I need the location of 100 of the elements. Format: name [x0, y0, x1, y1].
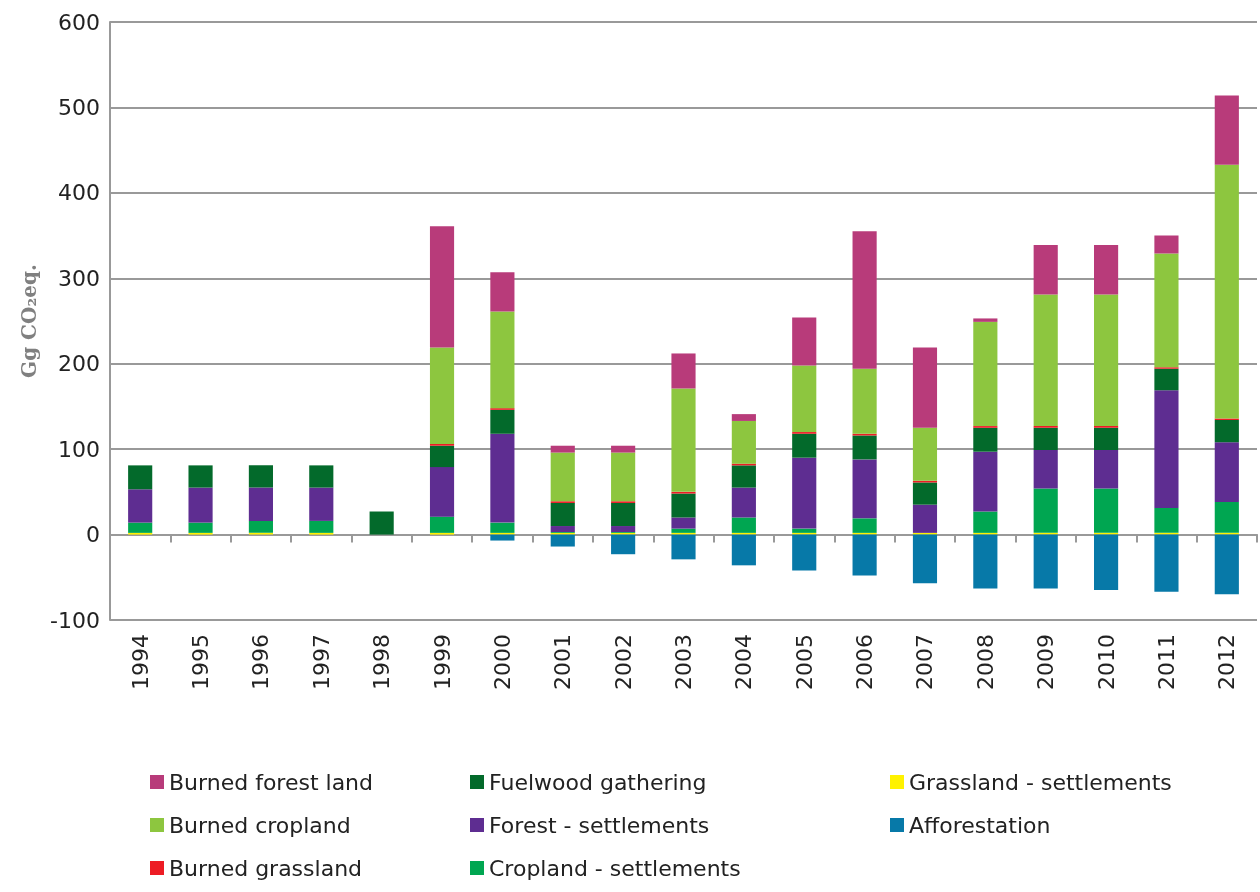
bar: [1033, 488, 1058, 533]
bar: [1094, 427, 1119, 450]
bar: [188, 465, 213, 488]
bar: [611, 445, 636, 453]
x-tick-label: 2005: [791, 634, 817, 690]
bar: [429, 445, 455, 468]
x-tick-label: 2012: [1214, 634, 1240, 690]
bar: [731, 465, 756, 488]
bar: [490, 522, 515, 533]
bar: [973, 451, 998, 512]
bar: [912, 504, 938, 533]
bar: [792, 534, 817, 571]
bar: [1214, 534, 1239, 595]
y-tick-label: 600: [58, 9, 100, 35]
bar: [1033, 427, 1058, 450]
bar: [1033, 450, 1058, 489]
bar: [1094, 534, 1119, 591]
bar: [792, 528, 817, 533]
bar: [792, 457, 817, 529]
bar: [490, 433, 515, 523]
bar: [550, 534, 575, 547]
bar: [731, 414, 756, 421]
bar: [1214, 164, 1239, 419]
bar: [611, 526, 636, 533]
bar: [1094, 244, 1119, 295]
x-tick-label: 2001: [550, 634, 576, 690]
bar: [671, 353, 696, 389]
bar: [1154, 534, 1179, 592]
x-tick-label: 2011: [1153, 634, 1179, 690]
bar: [309, 465, 334, 488]
x-tick-label: 1997: [308, 634, 334, 690]
x-tick-label: 2008: [972, 634, 998, 690]
bar: [731, 487, 756, 518]
legend-label: Burned cropland: [169, 812, 351, 838]
bar: [490, 272, 515, 312]
bar: [550, 502, 575, 527]
bar: [852, 518, 877, 533]
y-tick-label: 500: [58, 94, 100, 120]
bar: [1154, 508, 1179, 533]
legend-label: Forest - settlements: [489, 812, 710, 838]
legend-label: Grassland - settlements: [909, 769, 1172, 795]
bar: [188, 487, 213, 523]
y-tick-label: -100: [50, 607, 100, 633]
bar: [1094, 488, 1119, 533]
y-tick-label: 200: [58, 351, 100, 377]
y-axis-title: Gg CO₂eq.: [17, 264, 42, 378]
bar: [429, 226, 455, 348]
bar: [792, 317, 817, 366]
bar: [1214, 502, 1239, 533]
bar: [550, 445, 575, 453]
bar: [128, 489, 153, 523]
x-tick-label: 1999: [429, 634, 455, 690]
x-tick-label: 2002: [610, 634, 636, 690]
y-tick-label: 100: [58, 436, 100, 462]
bar: [188, 522, 213, 533]
y-tick-label: 400: [58, 180, 100, 206]
bar: [792, 365, 817, 433]
legend-label: Burned grassland: [169, 855, 363, 881]
legend-label: Cropland - settlements: [489, 855, 741, 881]
bar: [912, 427, 938, 481]
bar: [1214, 420, 1239, 443]
bar: [731, 517, 756, 533]
x-tick-label: 2006: [852, 634, 878, 690]
bar: [1154, 235, 1179, 254]
bar: [852, 231, 877, 369]
bar: [973, 534, 998, 589]
bar: [852, 435, 877, 460]
bar: [611, 534, 636, 555]
bar: [852, 534, 877, 576]
bar: [731, 420, 756, 464]
legend-label: Afforestation: [909, 812, 1051, 838]
bar: [1094, 294, 1119, 427]
bar: [973, 321, 998, 427]
bar: [1154, 390, 1179, 509]
x-tick-label: 2004: [731, 634, 757, 690]
bar: [671, 534, 696, 560]
bar: [1214, 442, 1239, 503]
x-tick-label: 2000: [489, 634, 515, 690]
bar: [852, 368, 877, 434]
bar: [611, 452, 636, 502]
bar: [912, 347, 938, 428]
bar: [973, 427, 998, 452]
bar: [309, 520, 334, 533]
bar: [973, 511, 998, 533]
x-tick-label: 1994: [127, 634, 153, 690]
bar: [671, 493, 696, 518]
x-tick-label: 1996: [248, 634, 274, 690]
x-tick-label: 1998: [369, 634, 395, 690]
bar: [248, 465, 273, 488]
bar: [429, 516, 455, 533]
bar: [248, 520, 273, 533]
bar: [490, 534, 515, 541]
x-tick-label: 2007: [912, 634, 938, 690]
bar: [429, 347, 455, 445]
bar: [1214, 95, 1239, 165]
bar: [792, 433, 817, 458]
bar: [369, 511, 394, 535]
y-tick-label: 300: [58, 265, 100, 291]
bar: [1033, 294, 1058, 427]
bar: [912, 482, 938, 505]
